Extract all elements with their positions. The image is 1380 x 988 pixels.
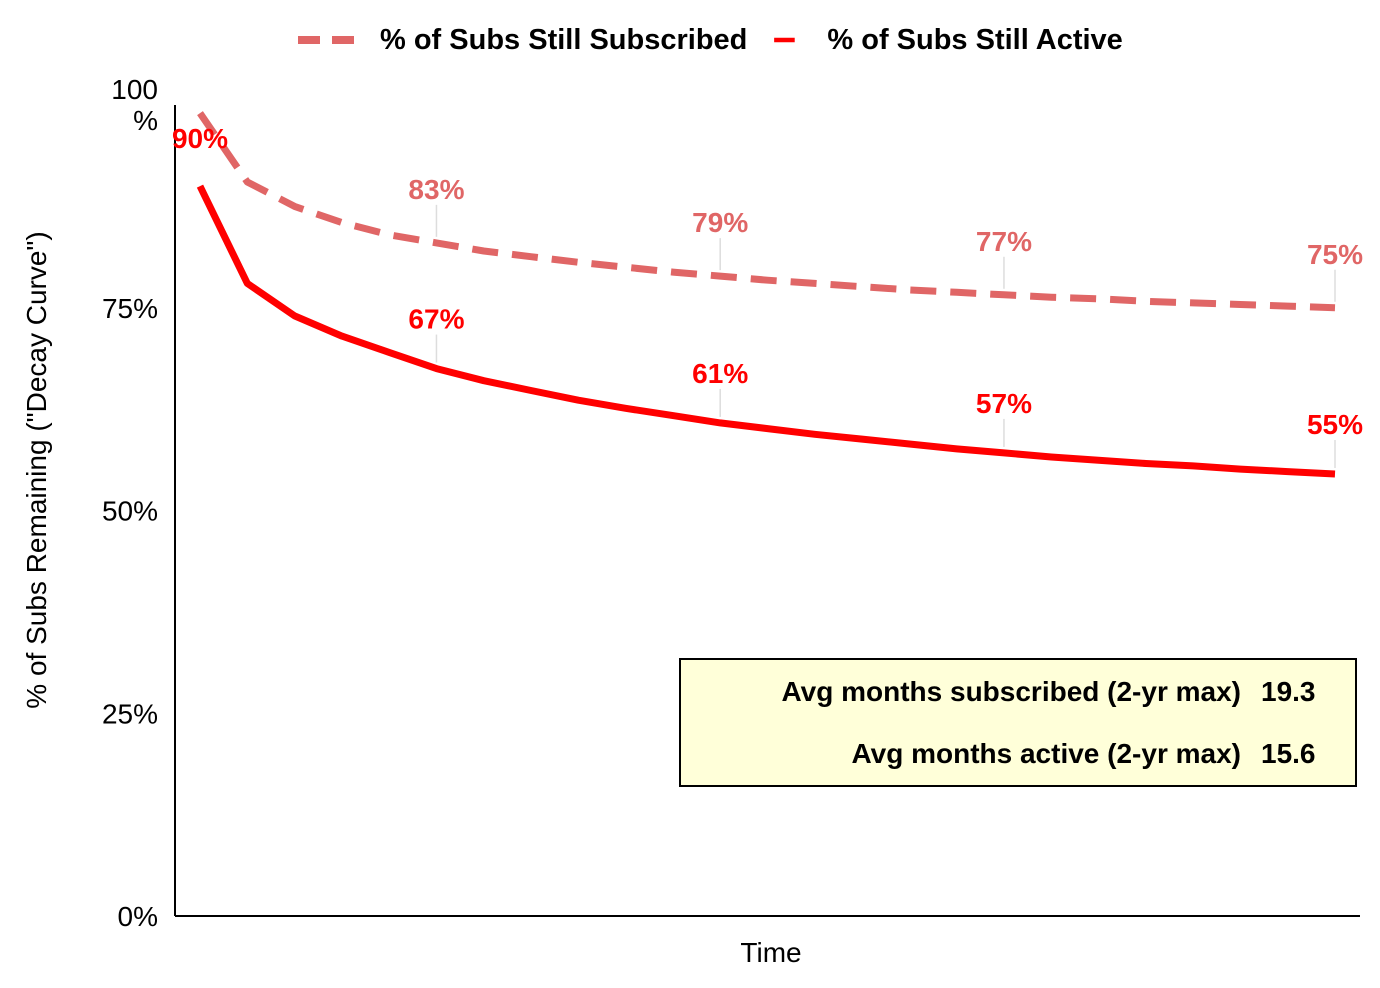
y-axis-title: % of Subs Remaining ("Decay Curve"): [21, 231, 52, 708]
legend-swatch-dashed-icon: [298, 36, 364, 44]
data-label-subscribed: 75%: [1307, 239, 1363, 270]
stats-subscribed-value: 19.3: [1261, 676, 1316, 707]
stats-active-value: 15.6: [1261, 738, 1316, 769]
data-label-subscribed: 83%: [408, 174, 464, 205]
y-tick-label: 0%: [118, 901, 158, 932]
y-tick-label: %: [133, 105, 158, 136]
y-tick-label: 25%: [102, 698, 158, 729]
data-label-subscribed: 77%: [976, 226, 1032, 257]
legend-label-active: % of Subs Still Active: [827, 23, 1123, 56]
stats-box: Avg months subscribed (2-yr max) 19.3 Av…: [679, 658, 1357, 787]
series-line-subscribed: [197, 111, 1336, 312]
chart-legend: % of Subs Still Subscribed % of Subs Sti…: [296, 20, 1149, 60]
legend-label-subscribed: % of Subs Still Subscribed: [380, 23, 748, 56]
data-label-active: 90%: [172, 123, 228, 154]
y-tick-label: 50%: [102, 496, 158, 527]
y-tick-label: 75%: [102, 293, 158, 324]
legend-item-subscribed: % of Subs Still Subscribed: [296, 24, 747, 57]
data-label-active: 57%: [976, 388, 1032, 419]
stats-active-label: Avg months active (2-yr max): [851, 738, 1241, 769]
legend-swatch-solid-icon: [774, 37, 796, 43]
y-tick-label: 100: [111, 74, 158, 105]
data-label-subscribed: 79%: [692, 207, 748, 238]
data-label-active: 67%: [408, 304, 464, 335]
data-label-active: 55%: [1307, 409, 1363, 440]
stats-subscribed-label: Avg months subscribed (2-yr max): [781, 676, 1241, 707]
x-axis-title: Time: [740, 937, 801, 968]
legend-item-active: % of Subs Still Active: [773, 23, 1123, 57]
series-line-active: [196, 184, 1336, 478]
data-label-active: 61%: [692, 358, 748, 389]
